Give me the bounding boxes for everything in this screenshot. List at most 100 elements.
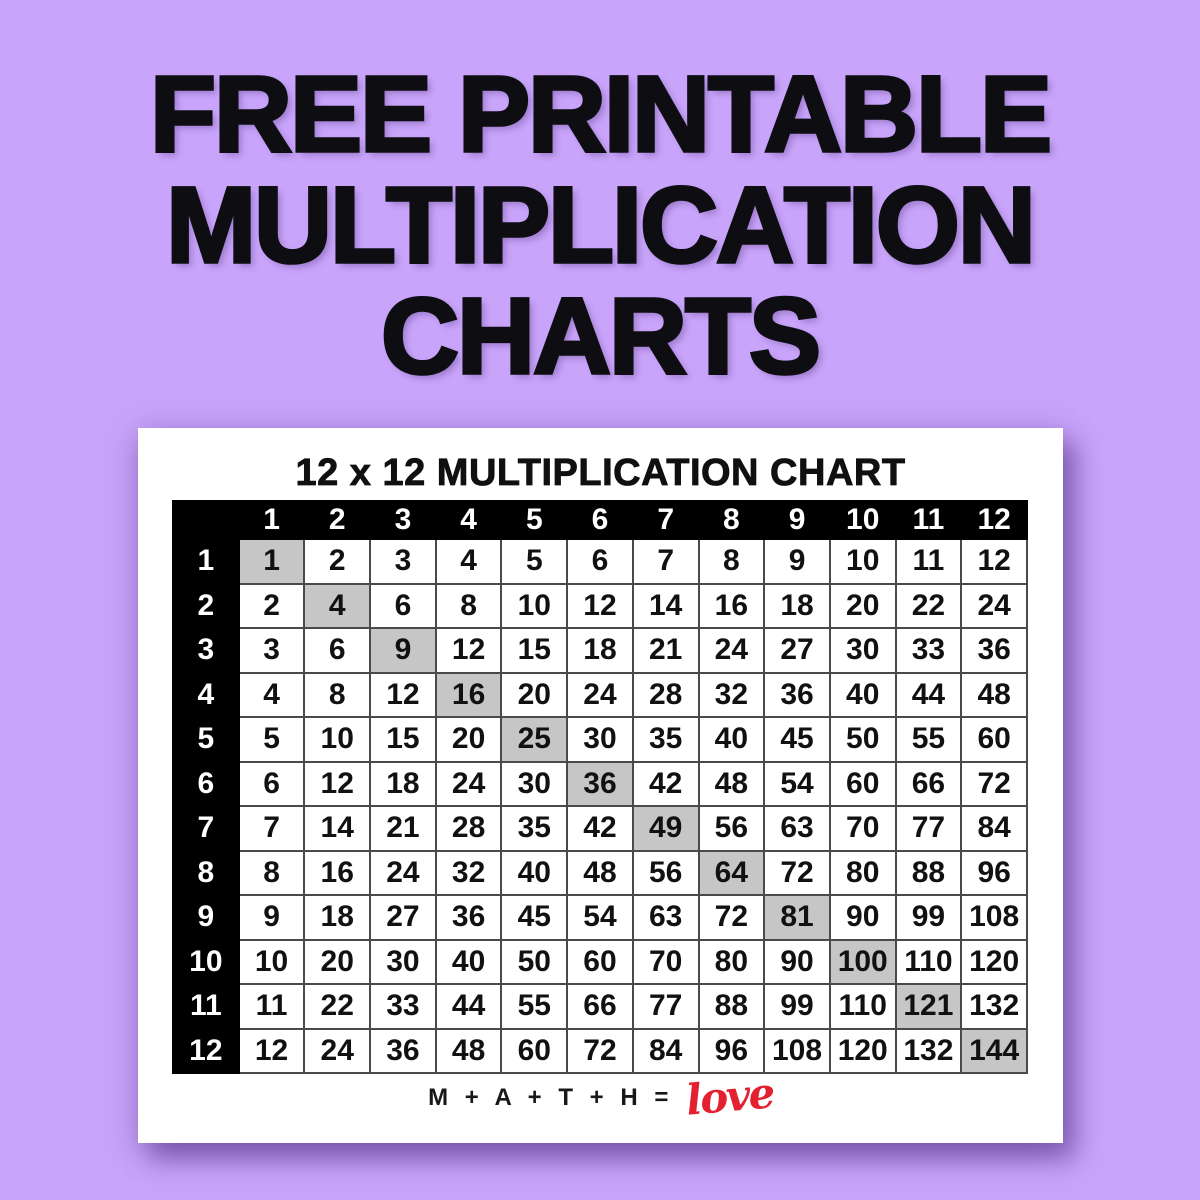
- product-cell: 3: [369, 538, 437, 585]
- product-cell: 120: [828, 1027, 897, 1074]
- product-cell: 66: [894, 760, 963, 807]
- product-cell: 56: [697, 805, 766, 852]
- table-row: 11 11 22 33 44 55 66 77 88 99 110 121 132: [172, 983, 1028, 1030]
- product-cell: 84: [631, 1027, 700, 1074]
- product-cell: 33: [369, 983, 437, 1030]
- product-cell: 28: [434, 805, 503, 852]
- product-cell: 110: [828, 983, 897, 1030]
- page-title: FREE PRINTABLE MULTIPLICATION CHARTS: [0, 0, 1200, 396]
- table-row: 8 8 16 24 32 40 48 56 64 72 80 88 96: [172, 849, 1028, 896]
- product-cell: 32: [697, 671, 766, 718]
- product-cell: 60: [566, 938, 634, 985]
- product-cell: 30: [566, 716, 634, 763]
- product-cell: 9: [237, 894, 306, 941]
- row-header-cell: 5: [172, 716, 240, 763]
- table-row: 4 4 8 12 16 20 24 28 32 36 40 44 48: [172, 671, 1028, 718]
- product-cell: 24: [566, 671, 634, 718]
- product-cell: 18: [369, 760, 437, 807]
- product-cell: 36: [369, 1027, 437, 1074]
- product-cell: 20: [303, 938, 372, 985]
- product-cell-square: 1: [237, 538, 306, 585]
- row-header-cell: 9: [172, 894, 240, 941]
- page-title-line-1: FREE PRINTABLE: [148, 53, 1054, 174]
- product-cell-square: 64: [697, 849, 766, 896]
- column-header-cell: 2: [303, 500, 372, 540]
- chart-card: 12 x 12 MULTIPLICATION CHART 1 2 3 4 5 6 7 8 9 10…: [138, 428, 1063, 1143]
- product-cell: 6: [566, 538, 634, 585]
- product-cell: 18: [303, 894, 372, 941]
- product-cell: 50: [500, 938, 569, 985]
- product-cell-square: 16: [434, 671, 503, 718]
- product-cell: 36: [434, 894, 503, 941]
- product-cell: 66: [566, 983, 634, 1030]
- product-cell: 18: [763, 582, 831, 629]
- product-cell: 36: [960, 627, 1028, 674]
- column-header-cell: 1: [237, 500, 306, 540]
- product-cell: 132: [894, 1027, 963, 1074]
- product-cell-square: 25: [500, 716, 569, 763]
- row-header-cell: 3: [172, 627, 240, 674]
- column-header-cell: 9: [763, 500, 831, 540]
- product-cell: 44: [894, 671, 963, 718]
- product-cell: 45: [500, 894, 569, 941]
- product-cell: 28: [631, 671, 700, 718]
- product-cell: 11: [237, 983, 306, 1030]
- product-cell: 11: [894, 538, 963, 585]
- product-cell: 70: [828, 805, 897, 852]
- brand-logo: M + A + T + H = love: [138, 1068, 1063, 1124]
- product-cell: 14: [631, 582, 700, 629]
- table-body: 1 1 2 3 4 5 6 7 8 9 10 11 12 2 2 4 6 8 10 12 14 16 18 20 22 24 3 3 6…: [172, 538, 1028, 1074]
- row-header-cell: 7: [172, 805, 240, 852]
- product-cell: 21: [631, 627, 700, 674]
- product-cell: 6: [237, 760, 306, 807]
- product-cell-square: 36: [566, 760, 634, 807]
- product-cell: 27: [763, 627, 831, 674]
- table-row: 5 5 10 15 20 25 30 35 40 45 50 55 60: [172, 716, 1028, 763]
- column-header-cell: 6: [566, 500, 634, 540]
- table-row: 9 9 18 27 36 45 54 63 72 81 90 99 108: [172, 894, 1028, 941]
- product-cell: 2: [237, 582, 306, 629]
- product-cell: 45: [763, 716, 831, 763]
- product-cell: 72: [960, 760, 1028, 807]
- column-header-cell: 10: [828, 500, 897, 540]
- product-cell: 77: [894, 805, 963, 852]
- product-cell: 4: [237, 671, 306, 718]
- product-cell: 12: [369, 671, 437, 718]
- product-cell: 50: [828, 716, 897, 763]
- page-title-line-3: CHARTS: [379, 275, 822, 396]
- product-cell: 96: [960, 849, 1028, 896]
- product-cell: 77: [631, 983, 700, 1030]
- row-header-cell: 10: [172, 938, 240, 985]
- product-cell: 35: [631, 716, 700, 763]
- product-cell: 55: [500, 983, 569, 1030]
- product-cell: 54: [566, 894, 634, 941]
- product-cell-square: 144: [960, 1027, 1028, 1074]
- product-cell: 84: [960, 805, 1028, 852]
- column-header-cell: 8: [697, 500, 766, 540]
- product-cell: 42: [631, 760, 700, 807]
- product-cell-square: 49: [631, 805, 700, 852]
- row-header-cell: 6: [172, 760, 240, 807]
- product-cell: 24: [369, 849, 437, 896]
- product-cell: 72: [566, 1027, 634, 1074]
- product-cell: 40: [828, 671, 897, 718]
- product-cell: 8: [697, 538, 766, 585]
- product-cell: 12: [237, 1027, 306, 1074]
- product-cell: 22: [894, 582, 963, 629]
- product-cell: 10: [303, 716, 372, 763]
- product-cell: 48: [697, 760, 766, 807]
- chart-title: 12 x 12 MULTIPLICATION CHART: [295, 452, 906, 495]
- row-header-cell: 12: [172, 1027, 240, 1074]
- product-cell: 99: [763, 983, 831, 1030]
- multiplication-table: 1 2 3 4 5 6 7 8 9 10 11 12 1 1 2 3 4 5 6 7 8 9 10 11 12 2 2 4 6 8 10 1…: [172, 500, 1028, 1074]
- table-row: 1 1 2 3 4 5 6 7 8 9 10 11 12: [172, 538, 1028, 585]
- product-cell: 88: [894, 849, 963, 896]
- product-cell: 33: [894, 627, 963, 674]
- product-cell: 42: [566, 805, 634, 852]
- product-cell: 6: [369, 582, 437, 629]
- table-row: 12 12 24 36 48 60 72 84 96 108 120 132 144: [172, 1027, 1028, 1074]
- product-cell: 30: [500, 760, 569, 807]
- product-cell: 54: [763, 760, 831, 807]
- product-cell: 24: [303, 1027, 372, 1074]
